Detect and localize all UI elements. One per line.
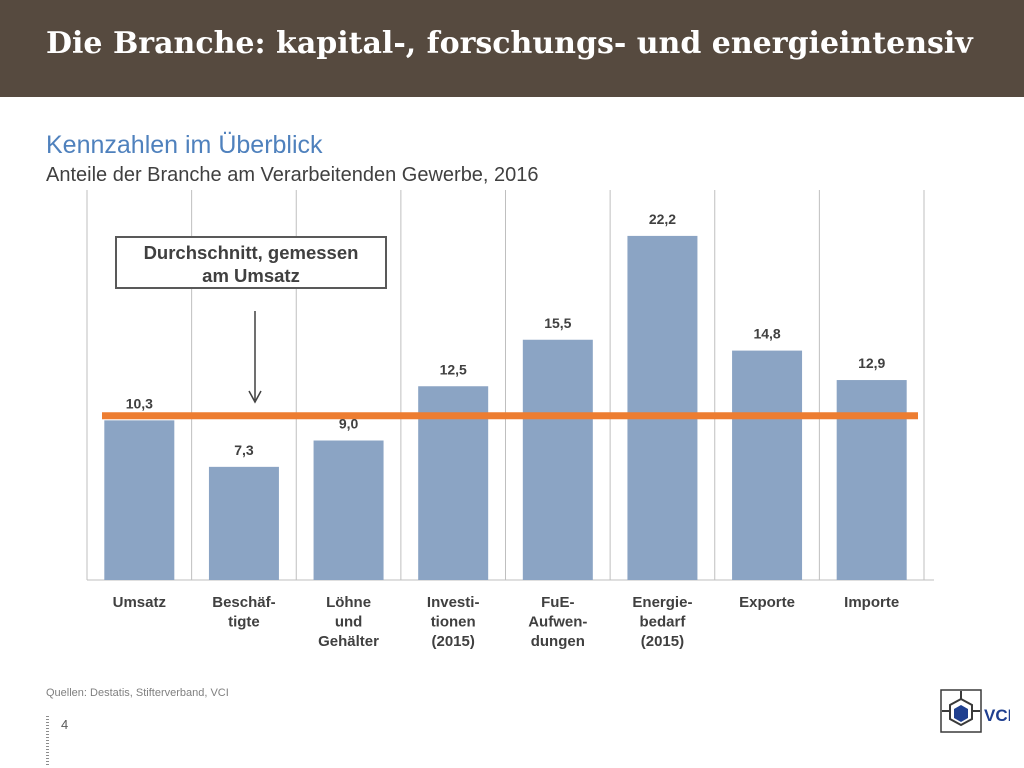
chart-labels: 10,3 Umsatz 7,3 Beschäf-tigte 9,0 Löhne und Geh… <box>113 211 900 650</box>
category-label: Beschäf-tigte <box>212 594 275 631</box>
section-title: Kennzahlen im Überblick <box>46 131 323 159</box>
data-label: 15,5 <box>544 315 571 331</box>
page-title: Die Branche: kapital-, forschungs- und e… <box>46 26 973 61</box>
data-label: 22,2 <box>649 211 676 227</box>
bar <box>627 235 698 580</box>
category-label: Löhne und Gehälter <box>318 594 379 650</box>
bar <box>208 466 279 580</box>
category-label: Exporte <box>739 594 795 611</box>
bar <box>836 380 907 580</box>
data-label: 12,9 <box>858 355 885 371</box>
data-label: 9,0 <box>339 416 359 432</box>
bar <box>313 440 384 580</box>
chart-bars <box>104 235 907 580</box>
bar <box>522 339 593 580</box>
data-label: 7,3 <box>234 442 254 458</box>
page-number: 4 <box>61 717 69 732</box>
source-note: Quellen: Destatis, Stifterverband, VCI <box>46 687 229 699</box>
bar <box>732 350 803 580</box>
category-label: FuE-Aufwen-dungen <box>528 594 587 650</box>
data-label: 14,8 <box>753 326 780 342</box>
data-label: 10,3 <box>126 395 153 411</box>
svg-text:VCI: VCI <box>984 706 1010 725</box>
vci-logo: VCI <box>940 689 1010 733</box>
category-label: Umsatz <box>113 594 166 611</box>
category-label: Importe <box>844 594 899 611</box>
header-bar: Die Branche: kapital-, forschungs- und e… <box>0 0 1024 97</box>
category-label: Energie-bedarf (2015) <box>632 594 692 650</box>
chart-subtitle: Anteile der Branche am Verarbeitenden Ge… <box>46 164 539 186</box>
category-label: Investi-tionen (2015) <box>427 594 480 650</box>
side-dots-decoration <box>46 716 49 766</box>
annotation-arrow <box>248 311 262 404</box>
data-label: 12,5 <box>440 361 467 377</box>
bar <box>104 420 175 580</box>
average-annotation: Durchschnitt, gemessen am Umsatz <box>115 236 387 289</box>
